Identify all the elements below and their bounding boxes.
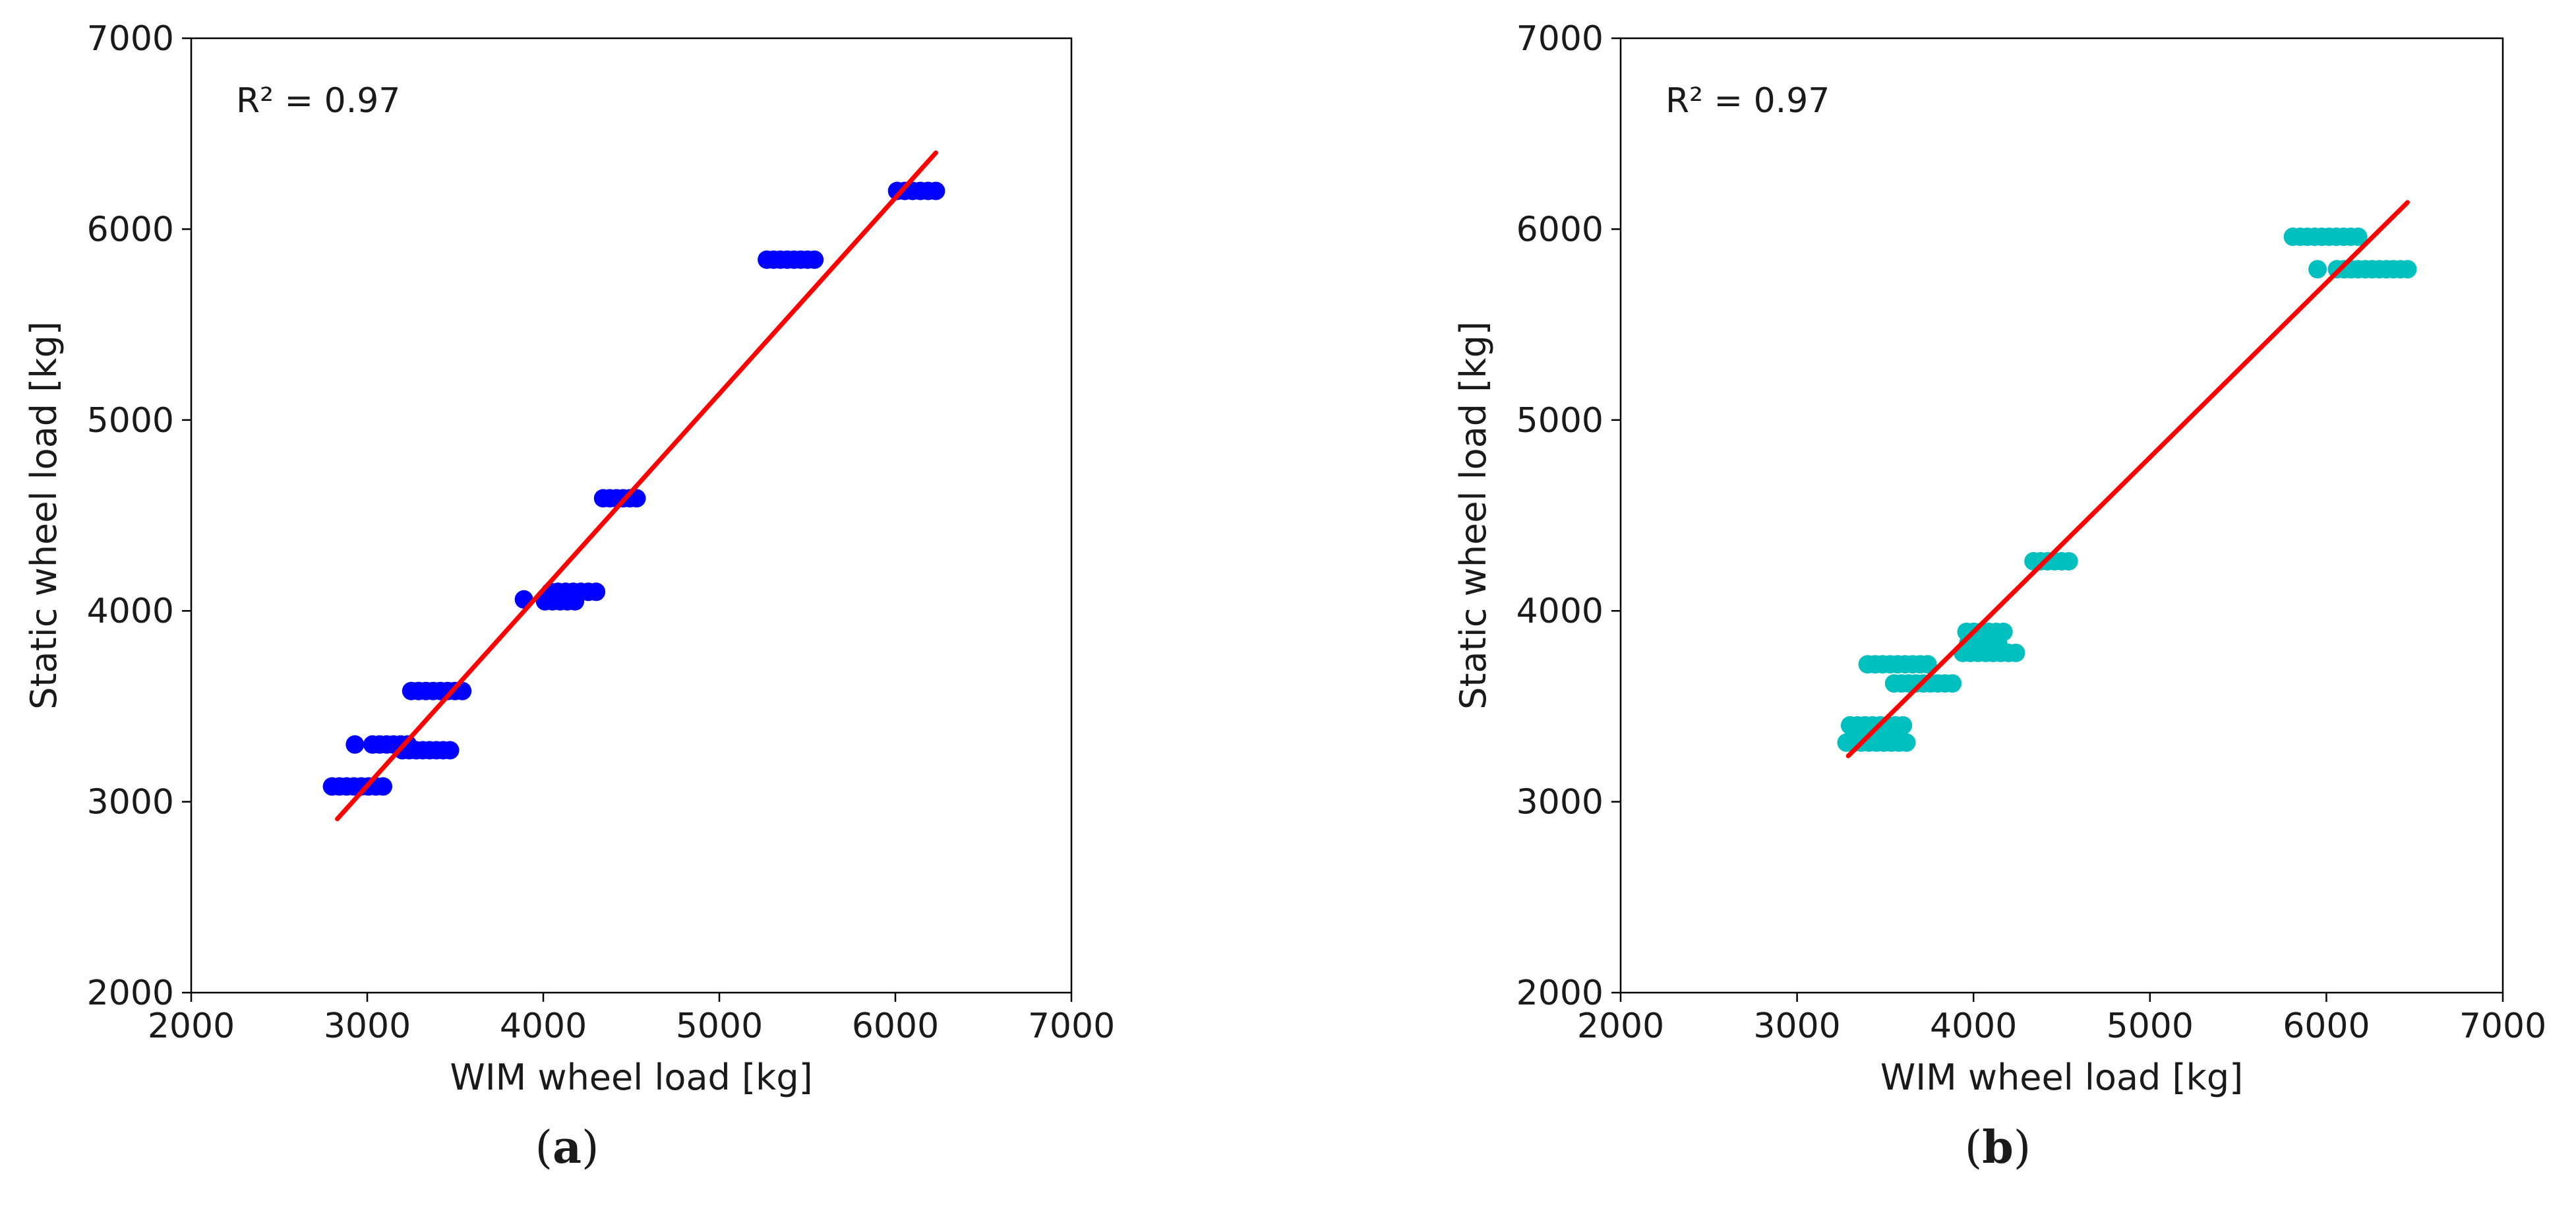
data-point bbox=[440, 741, 460, 760]
y-tick-label: 5000 bbox=[87, 401, 174, 441]
panel-label: (b) bbox=[1965, 1121, 2031, 1174]
y-tick-label: 2000 bbox=[1516, 973, 1603, 1013]
data-point bbox=[2006, 643, 2025, 662]
data-point bbox=[1894, 716, 1913, 735]
data-point bbox=[2398, 260, 2417, 279]
data-point bbox=[2308, 260, 2327, 279]
y-tick-label: 7000 bbox=[1516, 19, 1603, 59]
x-tick-label: 7000 bbox=[1028, 1006, 1115, 1046]
y-tick-label: 5000 bbox=[1516, 401, 1603, 441]
x-tick-label: 3000 bbox=[1753, 1006, 1840, 1046]
x-tick-label: 2000 bbox=[1577, 1006, 1664, 1046]
r-squared-annotation: R² = 0.97 bbox=[1665, 81, 1830, 121]
data-point bbox=[805, 250, 824, 269]
x-tick-label: 5000 bbox=[2107, 1006, 2194, 1046]
panel-label-letter: a bbox=[553, 1121, 582, 1174]
panel-label-open: ( bbox=[535, 1122, 553, 1174]
x-tick-label: 3000 bbox=[324, 1006, 411, 1046]
y-tick-label: 7000 bbox=[87, 19, 174, 59]
data-point bbox=[2059, 552, 2078, 571]
data-point bbox=[2349, 228, 2368, 246]
data-point bbox=[1994, 623, 2013, 641]
y-tick-label: 3000 bbox=[1516, 783, 1603, 822]
y-tick-label: 6000 bbox=[1516, 210, 1603, 249]
panel-label: (a) bbox=[535, 1121, 599, 1174]
data-point bbox=[1943, 674, 1962, 693]
regression-line bbox=[1845, 200, 2410, 758]
x-tick-label: 7000 bbox=[2459, 1006, 2546, 1046]
panel-label-open: ( bbox=[1965, 1122, 1983, 1174]
y-tick-label: 3000 bbox=[87, 783, 174, 822]
y-axis-title: Static wheel load [kg] bbox=[1453, 321, 1494, 710]
y-tick-label: 2000 bbox=[87, 973, 174, 1013]
chart-panel-a: 2000 3000 4000 5000 6000 7000 2000 3000 4000 5000… bbox=[23, 19, 1115, 1174]
y-tick-label: 6000 bbox=[87, 210, 174, 249]
x-tick-label: 6000 bbox=[2283, 1006, 2370, 1046]
x-tick-label: 6000 bbox=[852, 1006, 939, 1046]
data-point bbox=[587, 582, 606, 602]
data-points bbox=[322, 181, 945, 796]
y-axis-title: Static wheel load [kg] bbox=[23, 321, 65, 710]
y-tick-label: 4000 bbox=[87, 592, 174, 631]
data-points bbox=[1837, 228, 2417, 752]
x-tick-label: 2000 bbox=[148, 1006, 235, 1046]
x-tick-label: 5000 bbox=[676, 1006, 763, 1046]
panel-label-close: ) bbox=[2014, 1122, 2031, 1174]
panel-label-close: ) bbox=[582, 1122, 599, 1174]
data-point bbox=[1918, 655, 1937, 674]
panel-label-letter: b bbox=[1982, 1121, 2014, 1174]
r-squared-annotation: R² = 0.97 bbox=[236, 81, 400, 121]
regression-line bbox=[335, 150, 938, 822]
x-axis-title: WIM wheel load [kg] bbox=[450, 1057, 812, 1098]
y-tick-label: 4000 bbox=[1516, 592, 1603, 631]
data-point bbox=[345, 735, 365, 754]
plot-frame bbox=[190, 37, 1073, 994]
x-tick-label: 4000 bbox=[1930, 1006, 2017, 1046]
data-point bbox=[374, 777, 392, 796]
x-axis-title: WIM wheel load [kg] bbox=[1880, 1057, 2243, 1098]
chart-panel-b: 2000 3000 4000 5000 6000 7000 2000 3000 4000 5000… bbox=[1453, 19, 2546, 1174]
data-point bbox=[926, 181, 945, 201]
x-tick-label: 4000 bbox=[500, 1006, 587, 1046]
plot-frame bbox=[1619, 37, 2504, 994]
